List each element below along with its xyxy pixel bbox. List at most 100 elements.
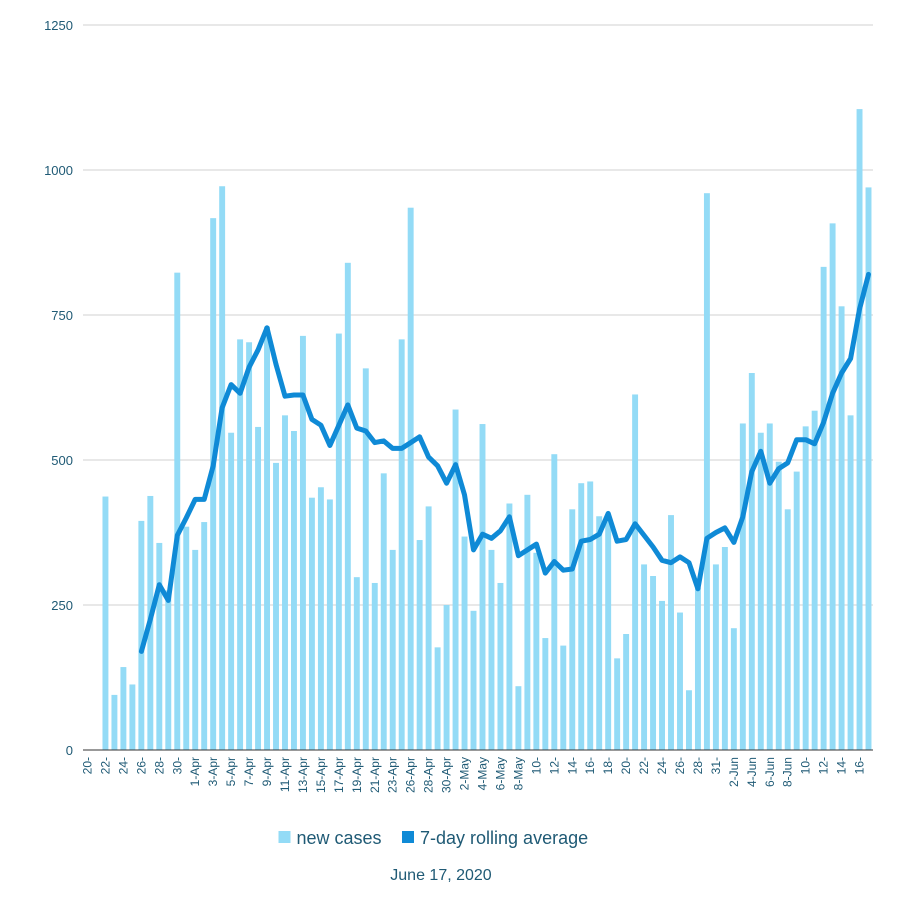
bar: [380, 473, 387, 750]
bar: [784, 509, 791, 750]
x-tick-label: 22-: [98, 757, 112, 774]
x-tick-label: 11-Apr: [278, 757, 292, 792]
x-tick-label: 18-: [601, 757, 615, 774]
bar: [802, 426, 809, 750]
bar: [291, 431, 297, 750]
x-tick-label: 26-Apr: [404, 757, 418, 793]
x-tick-label: 6-May: [493, 757, 507, 790]
bar: [614, 658, 621, 750]
x-tick-label: 1-Apr: [188, 757, 202, 786]
x-tick-label: 10-: [799, 757, 813, 774]
x-tick-label: 7-Apr: [242, 757, 256, 786]
bar: [551, 454, 558, 750]
chart-subtitle: June 17, 2020: [390, 867, 492, 884]
bar: [407, 207, 414, 750]
bar: [308, 497, 315, 750]
legend-swatch: [278, 831, 291, 843]
x-tick-label: 12-: [817, 757, 831, 774]
bar: [578, 483, 585, 750]
bar: [605, 520, 612, 750]
x-tick-label: 14-: [565, 757, 579, 774]
x-tick-label: 22-: [637, 757, 651, 774]
bar: [739, 423, 746, 750]
bar: [865, 187, 872, 750]
bar: [398, 339, 405, 750]
bar: [820, 266, 827, 750]
x-tick-label: 26-: [673, 757, 687, 774]
bar: [650, 576, 657, 750]
bar: [838, 306, 845, 750]
x-tick-label: 2-Jun: [727, 757, 741, 787]
bar: [326, 499, 333, 750]
bar: [632, 394, 639, 750]
x-tick-label: 4-Jun: [745, 757, 759, 787]
bar: [353, 577, 360, 750]
bar: [479, 424, 486, 750]
bar: [497, 582, 504, 750]
bar: [299, 335, 306, 750]
bar: [694, 587, 701, 750]
x-tick-label: 26-: [134, 757, 148, 774]
bar: [524, 494, 531, 750]
y-tick-label: 0: [66, 743, 73, 758]
bar: [488, 549, 495, 750]
bar: [255, 426, 262, 750]
bar: [111, 694, 118, 750]
x-tick-label: 23-Apr: [386, 757, 400, 793]
bar: [165, 590, 172, 750]
bar: [228, 432, 235, 750]
x-tick-label: 28-: [691, 757, 705, 774]
x-tick-label: 28-: [152, 757, 166, 774]
x-tick-label: 4-May: [475, 757, 489, 790]
x-tick-label: 16-: [583, 757, 597, 774]
bar: [317, 487, 324, 750]
legend-swatch: [402, 831, 414, 843]
x-tick-label: 24-: [655, 757, 669, 774]
x-tick-label: 31-: [709, 757, 723, 774]
bar: [210, 218, 217, 750]
bar: [344, 262, 351, 750]
bar: [587, 481, 594, 750]
x-tick-label: 24-: [116, 757, 130, 774]
bar: [174, 272, 181, 750]
bar: [102, 496, 109, 750]
bar: [641, 564, 648, 750]
legend-label: new cases: [297, 828, 382, 848]
bar: [434, 647, 441, 750]
bar: [416, 540, 423, 750]
x-tick-label: 14-: [835, 757, 849, 774]
bar: [847, 415, 854, 750]
bar: [273, 462, 279, 750]
bar: [201, 522, 208, 750]
bar: [730, 628, 737, 750]
bar: [452, 409, 459, 750]
bar: [246, 342, 253, 750]
bar: [237, 339, 244, 750]
bar: [129, 684, 136, 750]
bar: [138, 520, 145, 750]
bar: [461, 536, 468, 750]
legend-label: 7-day rolling average: [420, 828, 588, 848]
bar: [183, 526, 190, 750]
bar: [793, 471, 800, 750]
x-tick-label: 20-: [80, 757, 94, 774]
y-tick-label: 750: [51, 308, 73, 323]
bar: [470, 610, 477, 750]
x-tick-label: 12-: [547, 757, 561, 774]
y-tick-label: 1250: [44, 18, 73, 33]
x-tick-label: 28-Apr: [422, 757, 436, 793]
bar: [156, 542, 163, 750]
bar: [596, 516, 603, 750]
bar: [264, 326, 270, 750]
bar: [389, 549, 396, 750]
bar: [335, 333, 342, 750]
bar: [506, 503, 513, 750]
bar: [686, 690, 692, 750]
bar: [766, 423, 773, 750]
bar: [721, 547, 728, 750]
bar: [677, 612, 683, 750]
bar: [811, 410, 818, 750]
bar: [219, 186, 226, 751]
